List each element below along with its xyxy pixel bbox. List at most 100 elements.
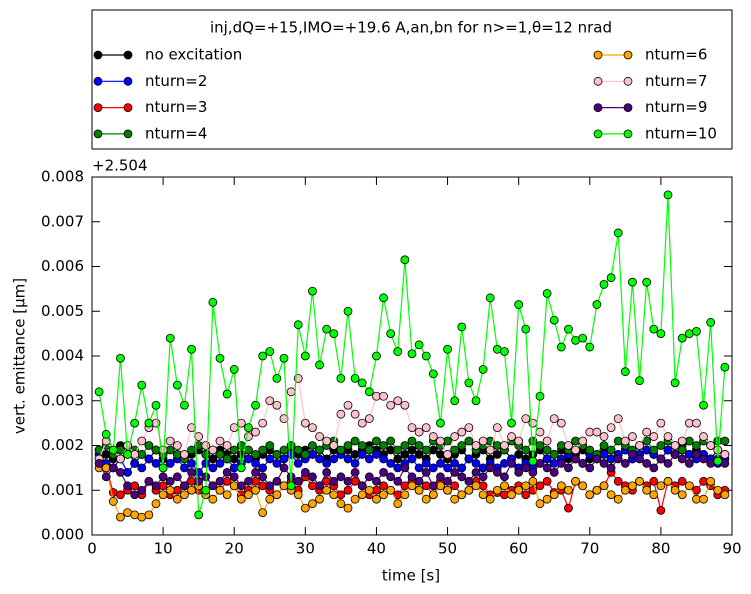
data-point <box>386 458 396 468</box>
data-point <box>357 490 367 500</box>
data-point <box>663 432 673 441</box>
x-tick-label: 60 <box>509 540 528 558</box>
data-point <box>407 481 417 491</box>
data-point <box>265 494 275 504</box>
data-point <box>649 490 659 500</box>
data-point <box>528 456 538 466</box>
data-point <box>165 485 175 495</box>
data-point <box>571 476 580 486</box>
data-point <box>130 490 140 500</box>
data-point <box>116 353 125 363</box>
data-point <box>421 494 431 504</box>
data-point <box>343 306 353 316</box>
data-point <box>471 481 481 491</box>
data-point <box>635 441 644 450</box>
y-tick-label: 0.001 <box>41 481 84 499</box>
data-point <box>443 344 452 354</box>
data-point <box>549 450 559 459</box>
data-point <box>656 505 666 515</box>
data-point <box>677 436 687 446</box>
data-point <box>364 472 374 482</box>
data-point <box>407 472 417 482</box>
data-point <box>165 333 175 343</box>
data-point <box>372 436 381 446</box>
data-point <box>492 467 502 477</box>
data-point <box>677 476 687 486</box>
data-point <box>265 347 275 356</box>
data-point <box>137 380 147 390</box>
data-point <box>414 340 424 350</box>
data-point <box>606 445 616 455</box>
data-point <box>172 494 182 504</box>
legend-marker <box>123 50 133 60</box>
legend-marker <box>123 129 133 139</box>
data-point <box>699 454 708 464</box>
data-point <box>286 450 296 459</box>
data-point <box>556 458 566 468</box>
data-point <box>336 373 346 383</box>
legend-marker <box>93 50 103 60</box>
data-point <box>386 472 396 482</box>
data-point <box>478 436 488 446</box>
data-point <box>521 414 531 424</box>
data-point <box>521 463 531 473</box>
x-tick-label: 40 <box>367 540 386 558</box>
data-point <box>244 432 253 441</box>
x-tick-label: 0 <box>87 540 97 558</box>
data-point <box>457 441 467 450</box>
data-point <box>208 454 218 464</box>
data-point <box>343 485 353 495</box>
data-point <box>94 387 104 397</box>
data-point <box>386 485 396 495</box>
data-point <box>663 190 673 200</box>
data-point <box>414 450 424 459</box>
data-point <box>542 494 552 504</box>
data-point <box>308 472 317 482</box>
data-point <box>436 436 445 446</box>
data-point <box>613 414 623 424</box>
data-point <box>379 467 388 477</box>
data-point <box>165 458 175 468</box>
data-point <box>706 476 716 486</box>
data-point <box>265 396 275 406</box>
data-point <box>471 458 481 468</box>
data-point <box>485 494 495 504</box>
data-point <box>464 423 474 433</box>
data-point <box>642 427 652 437</box>
data-point <box>322 485 332 495</box>
data-point <box>123 450 132 459</box>
legend-marker <box>593 50 603 60</box>
data-point <box>528 476 538 486</box>
y-tick-label: 0.000 <box>41 526 84 544</box>
data-point <box>364 485 374 495</box>
data-point <box>158 463 168 473</box>
data-point <box>315 432 324 441</box>
legend-marker <box>623 129 633 139</box>
data-point <box>187 344 196 354</box>
data-point <box>379 454 388 464</box>
data-point <box>443 450 452 459</box>
data-point <box>514 436 524 446</box>
data-point <box>393 396 403 406</box>
data-point <box>400 255 410 265</box>
data-point <box>251 400 260 410</box>
data-point <box>315 481 324 491</box>
data-point <box>137 485 147 495</box>
data-point <box>407 454 417 464</box>
data-point <box>457 490 467 500</box>
legend-label: no excitation <box>145 46 242 64</box>
data-point <box>578 333 588 343</box>
y-tick-label: 0.008 <box>41 168 84 186</box>
legend-label: nturn=9 <box>645 98 707 116</box>
data-point <box>578 481 588 491</box>
data-point <box>130 458 140 468</box>
data-point <box>421 351 431 361</box>
data-point <box>108 497 118 506</box>
data-point <box>699 494 708 504</box>
data-point <box>443 476 452 486</box>
data-point <box>670 485 680 495</box>
data-point <box>329 490 339 500</box>
data-point <box>322 458 332 468</box>
data-point <box>251 485 260 495</box>
data-point <box>151 481 161 491</box>
